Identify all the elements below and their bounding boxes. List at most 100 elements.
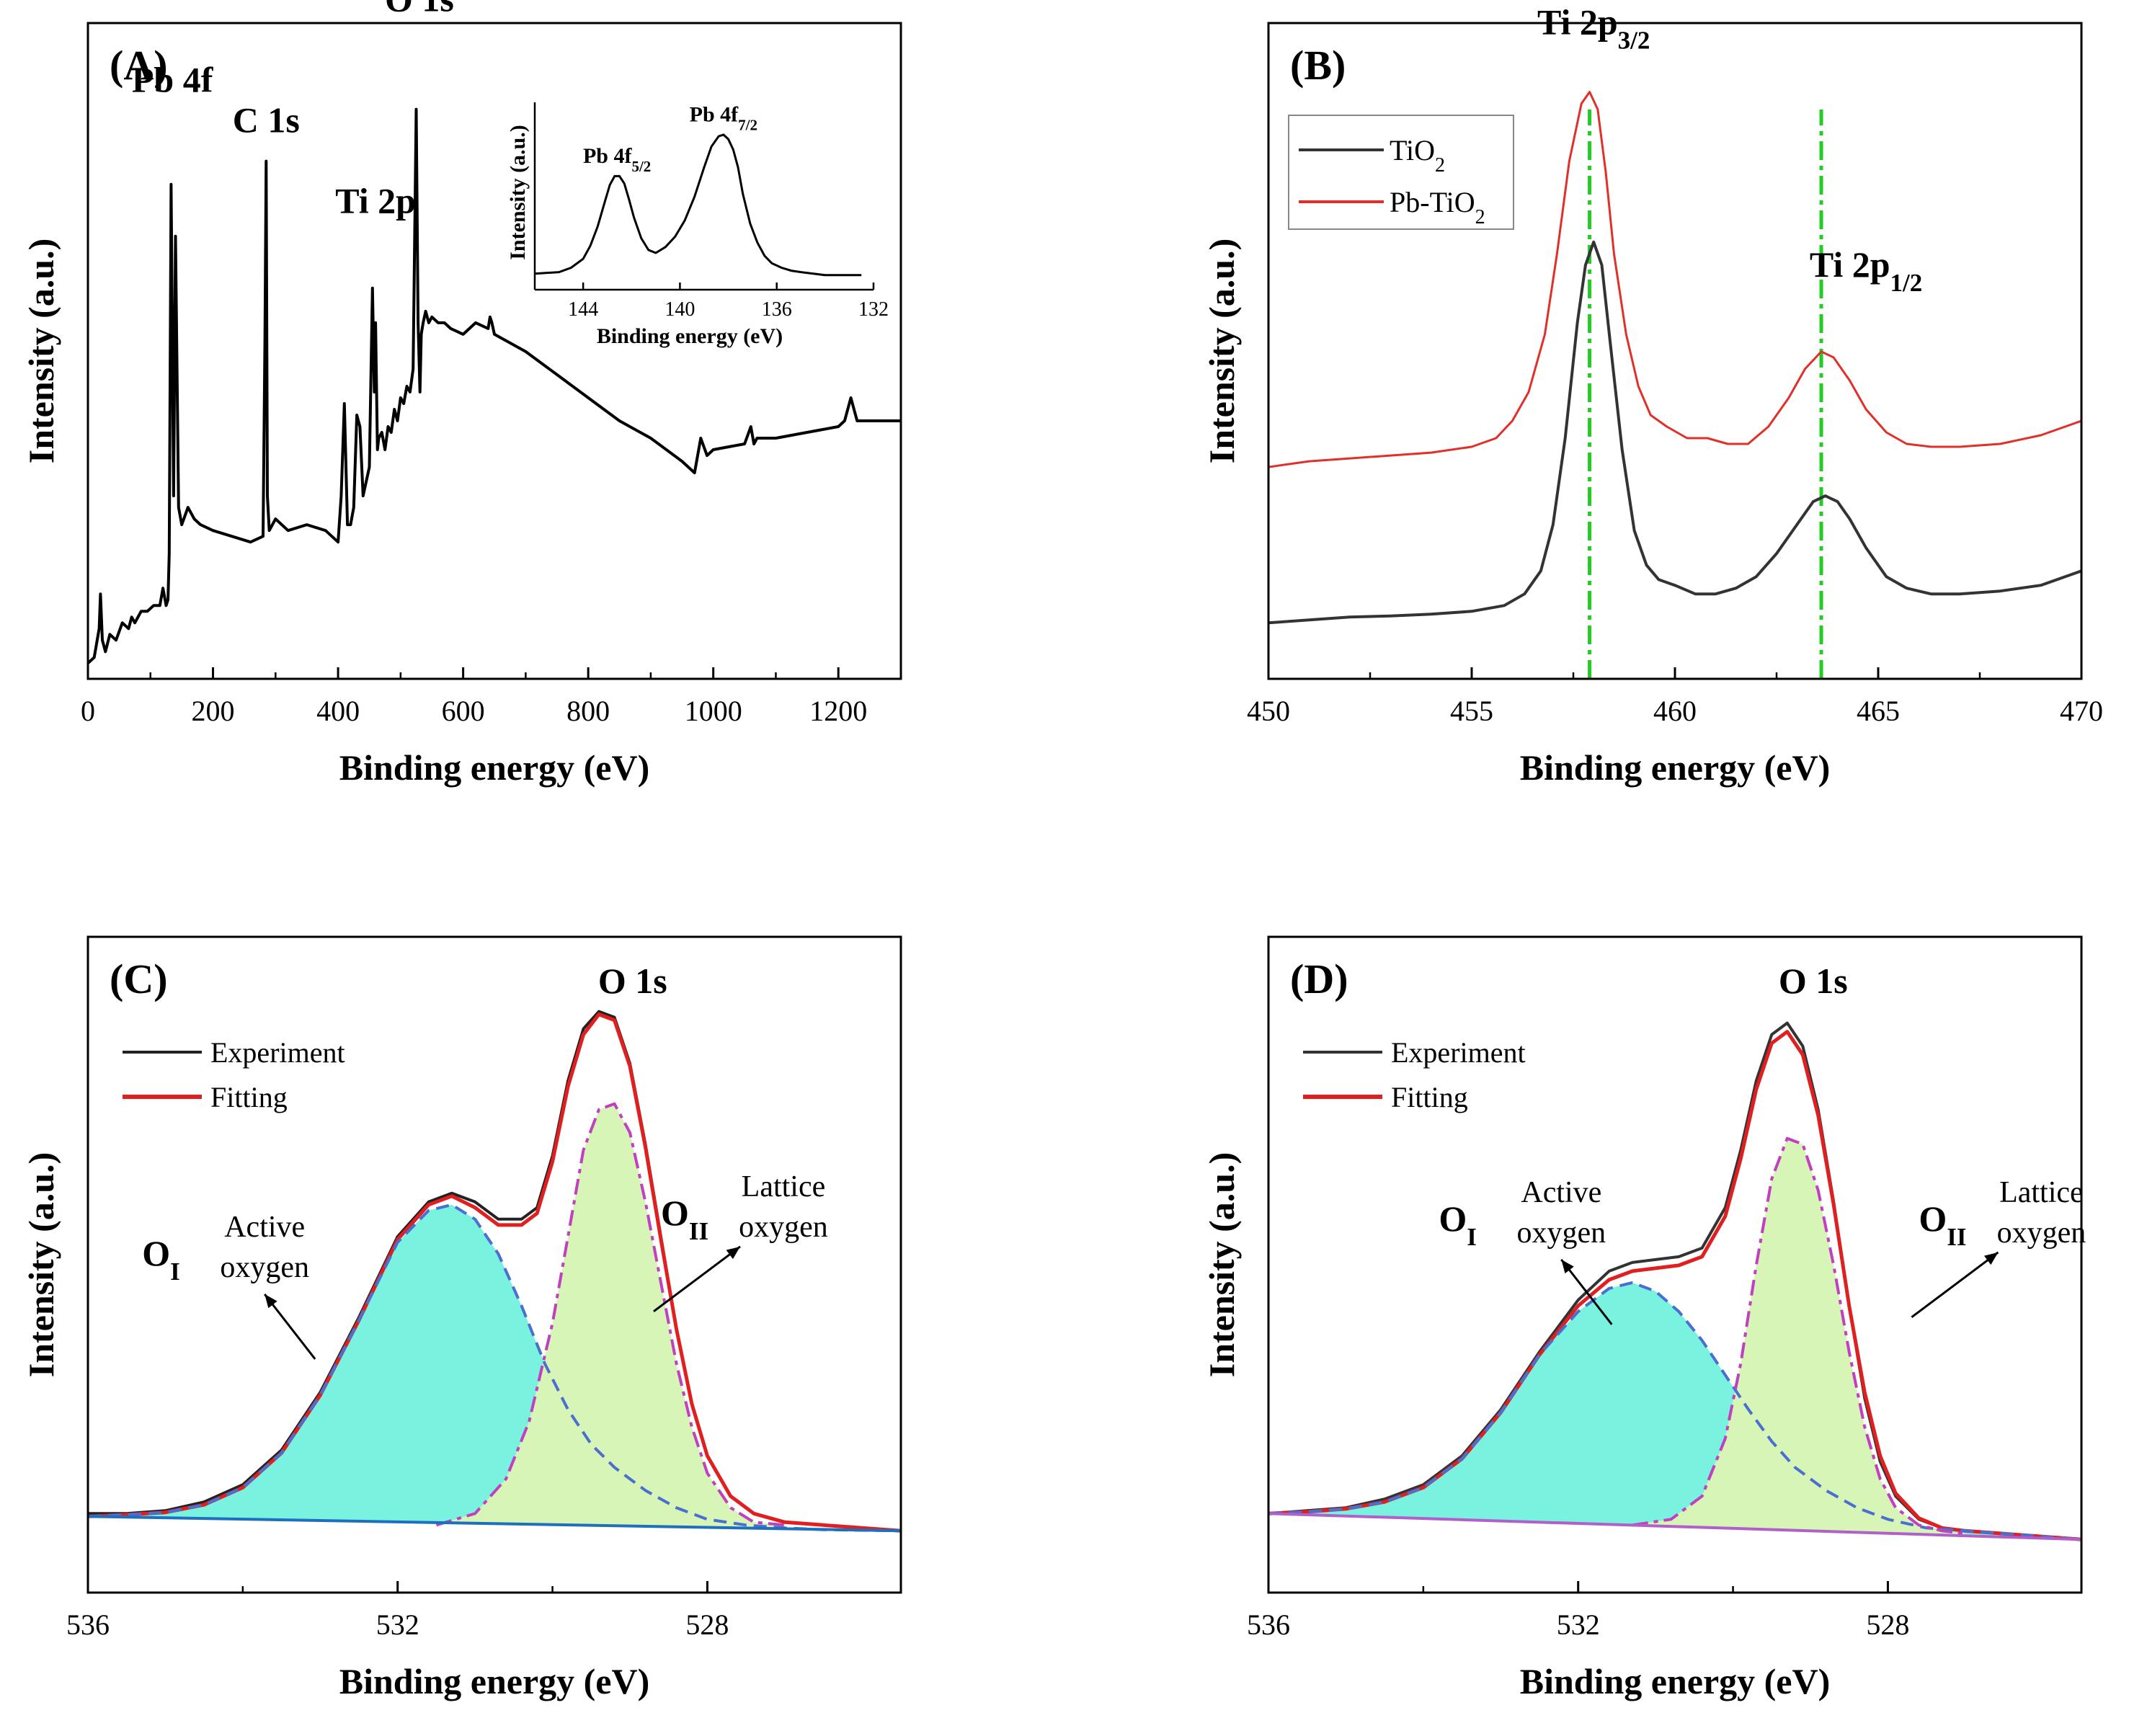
peak-label-main: O [1919,1198,1947,1239]
peak-label-sub: II [1947,1222,1966,1250]
x-tick-label: 536 [1247,1608,1290,1641]
series-line-pb-tio2 [1268,91,2081,468]
series-line-baseline [1268,1512,2081,1541]
x-tick-label: 0 [81,695,95,727]
x-tick-label: 532 [1557,1608,1600,1641]
panel-label: (C) [110,956,168,1002]
axes-frame [86,935,902,1594]
inset-x-axis-title: Binding energy (eV) [597,324,783,348]
peak-label-main: O [142,1233,170,1273]
series-line-tio2 [1268,240,2081,625]
fill-o-ii [436,1103,785,1529]
arrow-shaft [264,1293,316,1360]
peak-note: oxygen [220,1251,309,1284]
inset-peak-label-main: Pb 4f [583,144,633,168]
series-line-baseline [88,1515,901,1533]
plot-area-B [1268,91,2081,679]
peak-label: OII [661,1193,708,1245]
panel-B: 450 455 460 465 470 Binding energy (eV) Intens… [1201,1,2103,788]
x-tick-label: 455 [1450,695,1493,727]
legend-label-main: TiO [1390,134,1435,166]
legend: Experiment Fitting [123,1036,345,1113]
y-axis-title: Intensity (a.u.) [1201,239,1242,464]
legend-label: Experiment [210,1036,345,1069]
panel-label: (A) [110,42,168,89]
x-tick-label: 1200 [809,695,867,727]
peak-note: oxygen [1997,1216,2086,1250]
peak-note: Active [224,1211,305,1244]
x-tick-label: 450 [1247,695,1290,727]
x-tick-label: 536 [66,1608,110,1641]
inset-x-tick-label: 132 [858,298,889,321]
plot-area-D [1268,1021,2081,1541]
x-tick-label: 528 [685,1608,729,1641]
peak-label-main: O [661,1193,689,1233]
series-line-fitting [1268,1030,2081,1541]
inset-peak-label: Pb 4f5/2 [583,144,651,175]
legend-label: Pb-TiO2 [1390,186,1485,228]
y-axis-title: Intensity (a.u.) [21,1152,61,1378]
axes-frame [1267,935,2083,1594]
y-axis-title: Intensity (a.u.) [1201,1152,1242,1378]
peak-label-main: O [1439,1198,1467,1239]
peak-note: oxygen [739,1211,828,1244]
x-tick-label: 532 [376,1608,419,1641]
y-axis-title: Intensity (a.u.) [21,239,61,464]
peak-note: oxygen [1517,1216,1606,1250]
peak-label: Ti 2p3/2 [1537,1,1650,54]
arrow-head [1561,1259,1574,1274]
panel-A: 0 200 400 600 800 1000 1200 Binding energy (eV)… [21,0,902,788]
peak-label-sub: I [170,1257,180,1285]
arrow-shaft [1560,1258,1613,1325]
panel-title: O 1s [1779,961,1848,1001]
x-tick-label: 800 [566,695,610,727]
peak-note: Lattice [1999,1176,2084,1209]
peak-label-sub: 1/2 [1890,268,1923,296]
x-tick-label: 200 [192,695,235,727]
x-tick-label: 400 [316,695,360,727]
inset-x-tick-label: 136 [762,298,792,321]
panel-label: (D) [1290,956,1348,1002]
panel-title: O 1s [598,961,667,1001]
panel-label: (B) [1290,42,1346,89]
legend-label: Fitting [210,1081,288,1113]
fill-o-i [88,1204,901,1531]
legend-frame [1288,115,1514,230]
inset-peak-label-main: Pb 4f [690,103,739,127]
legend: Experiment Fitting [1303,1036,1526,1113]
peak-label-main: Ti 2p [335,181,416,221]
panel-D: 536 532 528 Binding energy (eV) Intensity (a… [1201,935,2086,1701]
peak-label-main: O 1s [385,0,454,19]
legend-label: Fitting [1391,1081,1468,1113]
series-line-o-i [1268,1281,2081,1541]
arrow-head [726,1246,740,1260]
legend-label-main: Pb-TiO [1390,186,1475,218]
peak-label-sub: 3/2 [1618,26,1650,54]
fill-o-ii [1632,1138,1965,1536]
inset-x-tick-label: 140 [665,298,695,321]
peak-label: OI [142,1233,180,1286]
inset: 144 140 136 132 Binding energy (eV) Intensity… [506,102,889,348]
panel-C: 536 532 528 Binding energy (eV) Intensity (a… [21,935,902,1701]
inset-peak-label-sub: 5/2 [631,158,651,175]
peak-label-main: C 1s [233,100,300,141]
peak-label-sub: II [689,1216,708,1245]
arrow-head [265,1294,277,1309]
x-tick-label: 465 [1857,695,1900,727]
x-axis-title: Binding energy (eV) [1520,1661,1831,1701]
arrow-shaft [653,1245,741,1313]
legend-label-sub: 2 [1475,206,1485,228]
peak-label: C 1s [233,100,300,141]
peak-note: Active [1521,1176,1601,1209]
peak-label: O 1s [385,0,454,19]
peak-note: Lattice [742,1170,826,1203]
arrow-shaft [1911,1251,1999,1319]
series-line-o-i [88,1203,901,1533]
x-axis-title: Binding energy (eV) [339,1661,650,1701]
peak-label: Ti 2p [335,181,416,221]
series-line-o-ii [1632,1136,1966,1536]
inset-y-axis-title: Intensity (a.u.) [506,125,530,260]
x-tick-label: 1000 [685,695,742,727]
peak-label: OII [1919,1198,1966,1251]
